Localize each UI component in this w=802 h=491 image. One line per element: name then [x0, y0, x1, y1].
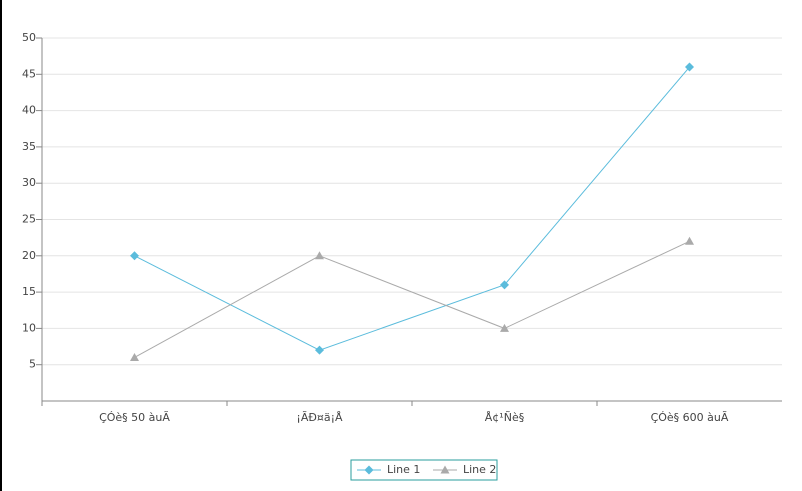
y-tick-label: 30 — [22, 176, 36, 189]
y-tick-label: 25 — [22, 213, 36, 226]
x-tick-label: ¡ÃÐ¤ä¡Å — [296, 411, 343, 424]
point — [685, 236, 694, 245]
point — [315, 251, 324, 260]
point — [500, 323, 509, 332]
legend: Line 1 Line 2 — [350, 459, 498, 481]
legend-label: Line 1 — [387, 463, 420, 476]
y-tick-label: 15 — [22, 285, 36, 298]
y-tick-label: 5 — [29, 358, 36, 371]
point — [130, 251, 139, 261]
point — [130, 352, 139, 361]
y-tick-label: 10 — [22, 321, 36, 334]
y-tick-label: 35 — [22, 140, 36, 153]
point — [500, 280, 509, 290]
x-tick-label: ÇÓè§ 50 àuÃ — [99, 411, 170, 424]
legend-marker — [440, 465, 450, 474]
y-tick-label: 45 — [22, 67, 36, 80]
x-tick-label: Å¢¹Ñè§ — [485, 411, 524, 424]
y-tick-label: 50 — [22, 31, 36, 44]
y-tick-label: 20 — [22, 249, 36, 262]
line — [134, 66, 690, 351]
point — [315, 345, 324, 355]
line — [134, 240, 690, 358]
legend-label: Line 2 — [463, 463, 496, 476]
x-tick-label: ÇÓè§ 600 àuÃ — [651, 411, 729, 424]
legend-marker — [364, 465, 374, 475]
y-tick-label: 40 — [22, 104, 36, 117]
legend-box — [350, 459, 498, 481]
point — [685, 62, 694, 72]
